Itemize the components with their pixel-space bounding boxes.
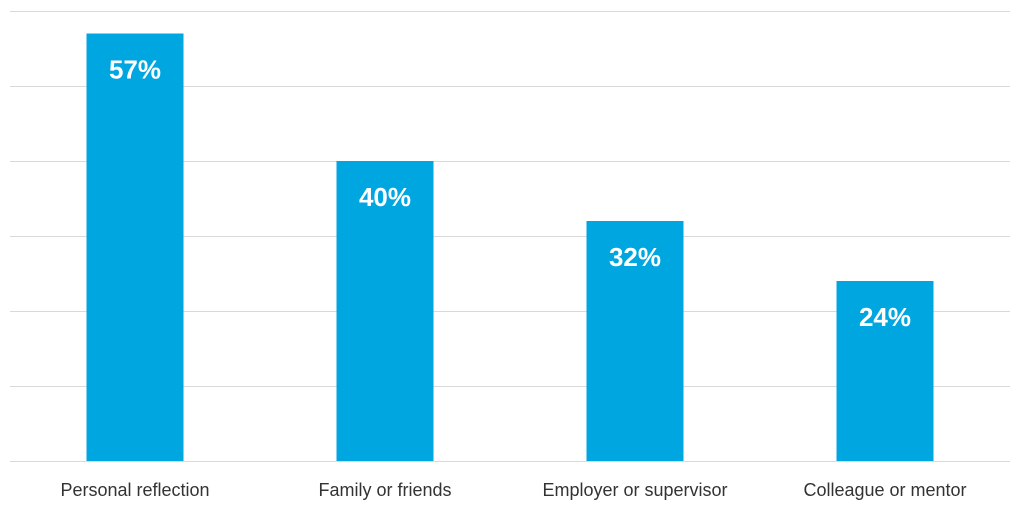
bar-value-label: 24% [859, 302, 911, 332]
bar [86, 33, 184, 461]
bar [586, 221, 684, 461]
category-labels: Personal reflection Family or friends Empl… [60, 480, 966, 500]
bars [86, 33, 934, 461]
bar-value-label: 57% [109, 55, 161, 85]
category-label: Colleague or mentor [803, 480, 966, 500]
category-label: Family or friends [318, 480, 451, 500]
bar-value-label: 40% [359, 182, 411, 212]
bar [336, 161, 434, 461]
category-label: Personal reflection [60, 480, 209, 500]
category-label: Employer or supervisor [542, 480, 727, 500]
bar [836, 281, 934, 461]
bar-value-label: 32% [609, 242, 661, 272]
value-labels: 57% 40% 32% 24% [109, 55, 911, 333]
